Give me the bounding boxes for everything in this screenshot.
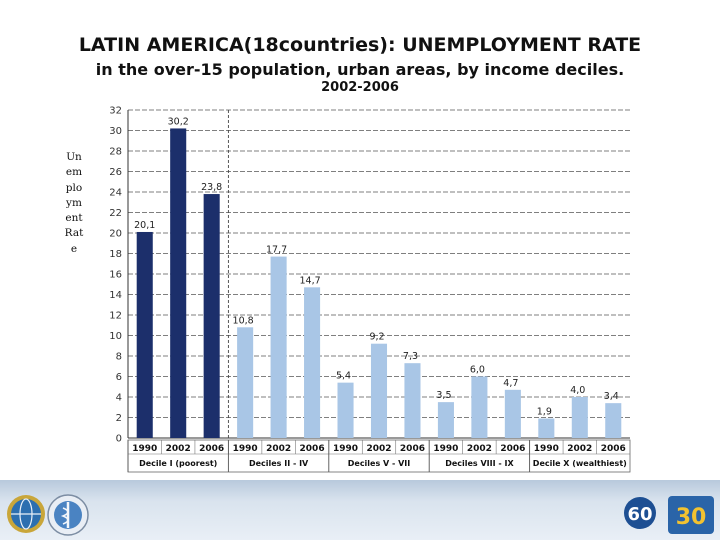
y-tick-label: 6	[116, 372, 122, 383]
y-tick-label: 26	[109, 167, 122, 178]
bar	[337, 382, 354, 438]
data-label: 3,4	[604, 391, 619, 402]
category-table	[127, 439, 631, 473]
x-tick-label: 1990	[132, 444, 157, 454]
data-label: 30,2	[168, 116, 189, 127]
data-label: 6,0	[470, 365, 485, 376]
y-tick-label: 20	[109, 229, 122, 240]
x-tick-label: 2006	[601, 444, 626, 454]
data-label: 17,7	[266, 245, 287, 256]
group-label: Deciles V - VII	[348, 459, 411, 468]
data-label: 10,8	[233, 315, 254, 326]
y-tick-label: 22	[109, 208, 122, 219]
chart-area: 0 2 4 6 8 10 12 14 16 18 20 22 24 26 28 30 32 20,1 30,2 23,…	[96, 100, 636, 484]
x-tick-label: 2006	[400, 444, 425, 454]
data-label: 20,1	[134, 220, 155, 231]
y-tick-label: 8	[116, 352, 122, 363]
data-label: 1,9	[537, 407, 552, 418]
x-tick-label: 2002	[567, 444, 592, 454]
bar	[270, 256, 287, 438]
y-tick-label: 4	[116, 393, 122, 404]
bar	[504, 389, 521, 438]
x-tick-label: 1990	[233, 444, 258, 454]
group-label: Deciles II - IV	[249, 459, 309, 468]
y-tick-label: 30	[109, 126, 122, 137]
x-tick-label: 2002	[467, 444, 492, 454]
bar	[304, 287, 321, 438]
data-label: 5,4	[336, 371, 351, 382]
x-tick-label: 2002	[266, 444, 291, 454]
chart-subtitle: in the over-15 population, urban areas, …	[95, 60, 625, 79]
group-label: Deciles VIII - IX	[445, 459, 514, 468]
x-tick-label: 1990	[534, 444, 559, 454]
data-label: 3,5	[436, 390, 451, 401]
bar	[538, 418, 555, 438]
y-tick-label: 16	[109, 270, 122, 281]
group-label: Decile I (poorest)	[139, 459, 217, 468]
health-seal-icon	[47, 494, 89, 536]
logo-60-text: 60	[627, 504, 652, 525]
chart-period: 2002-2006	[321, 80, 399, 95]
data-label: 23,8	[201, 182, 222, 193]
x-tick-label: 2006	[300, 444, 325, 454]
group-label: Decile X (wealthiest)	[533, 459, 627, 468]
y-tick-label: 24	[109, 188, 122, 199]
y-tick-label: 10	[109, 331, 122, 342]
y-tick-label: 28	[109, 147, 122, 158]
data-label: 9,2	[369, 332, 384, 343]
footer-band: 60 30	[0, 480, 720, 540]
bar	[203, 194, 220, 438]
y-tick-label: 18	[109, 249, 122, 260]
data-label: 4,0	[570, 385, 585, 396]
bar	[571, 397, 588, 438]
bar	[437, 402, 454, 438]
x-tick-label: 2006	[199, 444, 224, 454]
bar-chart: 0246810121416182022242628303220,130,223,…	[109, 106, 631, 473]
bar	[605, 403, 622, 438]
logo-30-text: 30	[676, 505, 707, 530]
bar	[136, 231, 153, 438]
x-tick-label: 2002	[166, 444, 191, 454]
y-tick-label: 12	[109, 311, 122, 322]
bar	[404, 363, 421, 438]
bar	[237, 327, 254, 438]
chart-title: LATIN AMERICA(18countries): UNEMPLOYMENT…	[78, 34, 642, 56]
data-label: 4,7	[503, 378, 518, 389]
bar	[471, 376, 488, 438]
x-tick-label: 1990	[433, 444, 458, 454]
globe-seal-icon	[7, 495, 45, 533]
anniversary-logo: 60 30	[624, 496, 714, 534]
y-tick-label: 32	[109, 106, 122, 117]
data-label: 7,3	[403, 351, 418, 362]
x-tick-label: 1990	[333, 444, 358, 454]
x-tick-label: 2002	[366, 444, 391, 454]
y-tick-label: 0	[116, 434, 122, 445]
bar	[370, 343, 388, 438]
y-tick-label: 14	[109, 290, 122, 301]
y-axis-label: Unemployment Rate	[64, 151, 84, 255]
y-tick-label: 2	[116, 413, 122, 424]
bar	[170, 128, 187, 438]
data-label: 14,7	[299, 275, 320, 286]
x-tick-label: 2006	[500, 444, 525, 454]
